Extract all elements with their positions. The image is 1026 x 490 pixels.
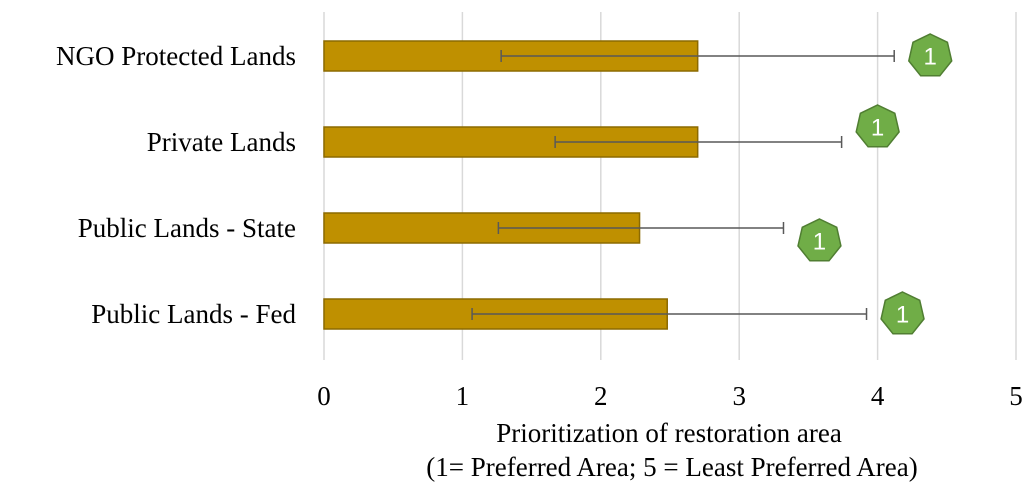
error-bar — [471, 308, 868, 320]
category-label: Public Lands - State — [78, 213, 296, 243]
error-bar — [500, 50, 895, 62]
badge-label: 1 — [896, 302, 909, 329]
count-badge: 1 — [855, 104, 900, 148]
x-tick-label: 1 — [456, 381, 470, 411]
x-axis-title: Prioritization of restoration area — [496, 418, 842, 448]
badge-label: 1 — [871, 115, 884, 142]
category-labels: NGO Protected Lands Private Lands Public L… — [56, 41, 296, 329]
bars — [323, 40, 699, 330]
badge-label: 1 — [813, 229, 826, 256]
count-badge: 1 — [797, 218, 842, 262]
count-badge: 1 — [907, 33, 953, 77]
count-badge: 1 — [880, 291, 925, 335]
error-bars — [471, 50, 895, 320]
x-tick-labels: 0 1 2 3 4 5 — [317, 381, 1023, 411]
x-tick-label: 5 — [1009, 381, 1023, 411]
error-bar — [554, 136, 843, 148]
error-bar — [497, 222, 785, 234]
x-tick-label: 0 — [317, 381, 331, 411]
category-label: Private Lands — [147, 127, 296, 157]
category-label: Public Lands - Fed — [91, 299, 296, 329]
x-axis-subtitle: (1= Preferred Area; 5 = Least Preferred … — [426, 452, 917, 482]
x-tick-label: 3 — [732, 381, 746, 411]
badge-label: 1 — [924, 44, 937, 71]
x-tick-label: 4 — [871, 381, 885, 411]
x-tick-label: 2 — [594, 381, 608, 411]
badges: 1 1 1 1 — [797, 33, 953, 335]
category-label: NGO Protected Lands — [56, 41, 296, 71]
